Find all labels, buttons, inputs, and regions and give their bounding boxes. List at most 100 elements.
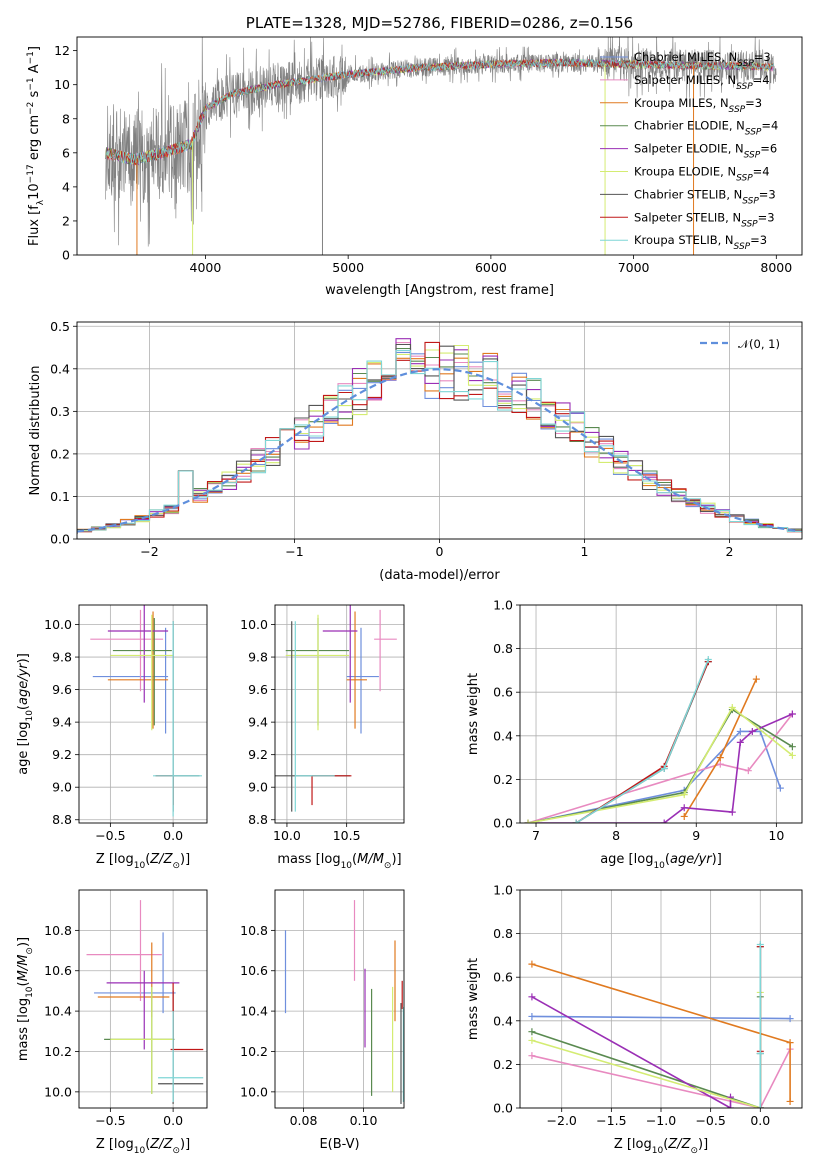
mass-weight-line-kroupa-miles [683,678,758,817]
y-tick-label: 9.4 [248,715,268,730]
mass-weight-line-chabrier-miles [531,1015,791,1020]
marker-kroupa-stelib [572,819,580,823]
marker-kroupa-miles [716,754,724,762]
y-tick-label: 0.1 [50,489,70,504]
y-tick-label: 0.6 [493,685,513,700]
plot-area [528,941,794,1108]
legend-label: Kroupa ELODIE, NSSP=4 [634,165,770,184]
plot-area [86,900,204,1104]
x-tick-label: 0.0 [750,1113,770,1128]
legend-label: Salpeter STELIB, NSSP=3 [634,210,775,229]
axes-frame [78,604,208,824]
marker-kroupa-miles [752,675,760,683]
marker-chabrier-miles [528,1012,536,1020]
y-tick-label: 9.0 [52,780,72,795]
y-tick-label: 0.4 [493,728,513,743]
x-tick-label: −2 [140,544,158,559]
mass-weight-line-kroupa-elodie [527,706,793,823]
y-tick-label: 0.0 [493,816,513,831]
y-tick-label: 0.3 [50,404,70,419]
panel-mass_weight_vs_Z: −2.0 −1.5 −1.0 −0.5 0.0 0.0 0.2 0.4 0.6 0.8 1.0 Z [… [466,883,803,1156]
x-tick-label: 0.10 [350,1113,378,1128]
axes-frame [76,36,803,256]
legend-label: Chabrier ELODIE, NSSP=4 [634,119,778,138]
y-tick-label: 9.4 [52,715,72,730]
y-tick-label: 0.0 [50,532,70,547]
y-tick-label: 9.2 [52,747,72,762]
y-axis-label: Normed distribution [28,366,43,496]
marker-salpeter-elodie [727,1104,735,1108]
x-tick-label: 10 [768,828,784,843]
marker-salpeter-elodie [788,710,796,718]
x-tick-label: 0.08 [290,1113,318,1128]
y-tick-label: 0 [62,248,70,263]
y-axis-label: mass weight [466,673,481,755]
y-tick-label: 10.8 [240,923,268,938]
x-tick-label: 7 [532,828,540,843]
marker-kroupa-elodie [728,703,736,711]
y-axis-label: Flux [fλ10−17 erg cm−2 s−1 A−1] [26,46,46,246]
marker-chabrier-elodie [528,1028,536,1036]
y-tick-label: 9.0 [248,780,268,795]
marker-chabrier-elodie [788,743,796,751]
y-tick-label: 10.4 [44,1004,72,1019]
y-tick-label: 12 [54,43,70,58]
x-axis-label: Z [log10(Z/Z⊙)] [614,1137,708,1156]
x-tick-label: 0 [436,544,444,559]
y-tick-label: 0.4 [493,1013,513,1028]
y-axis-label: age [log10(age/yr)] [16,653,35,775]
marker-salpeter-elodie [528,993,536,1001]
marker-kroupa-stelib [756,941,764,948]
y-tick-label: 10.6 [44,963,72,978]
panel-mass_vs_ebv: 0.08 0.10 10.0 10.2 10.4 10.6 10.8 E(B-V) [240,889,405,1152]
y-axis-label: mass weight [466,958,481,1040]
marker-kroupa-stelib [704,656,712,663]
axes-frame [78,889,208,1109]
y-tick-label: 10.8 [44,923,72,938]
legend: Chabrier MILES, NSSP=3 Salpeter MILES, NS… [600,50,778,252]
y-tick-label: 9.2 [248,747,268,762]
y-tick-label: 0.2 [493,772,513,787]
legend-label: Chabrier MILES, NSSP=3 [634,50,771,69]
marker-kroupa-elodie [528,1036,536,1044]
legend-label: Salpeter MILES, NSSP=4 [634,73,770,92]
y-tick-label: 4 [62,179,70,194]
y-tick-label: 1.0 [493,598,513,613]
marker-kroupa-stelib [756,1050,764,1057]
marker-salpeter-elodie [748,727,756,735]
x-tick-label: 8 [612,828,620,843]
plot-area [275,605,397,812]
y-tick-label: 0.0 [493,1101,513,1116]
axes-frame [519,604,803,824]
x-axis-label: (data-model)/error [379,568,500,583]
x-axis-label: wavelength [Angstrom, rest frame] [325,283,554,298]
y-tick-label: 0.4 [50,361,70,376]
marker-salpeter-elodie [660,819,668,823]
y-tick-label: 9.6 [248,682,268,697]
y-tick-label: 10.0 [240,1084,268,1099]
model-line-kroupa-stelib [105,58,775,165]
y-tick-label: 10.2 [44,1044,72,1059]
y-tick-label: 8 [62,111,70,126]
y-tick-label: 9.6 [52,682,72,697]
data-spectrum-line [105,37,777,247]
y-tick-label: 8.8 [248,812,268,827]
x-tick-label: 9 [692,828,700,843]
y-tick-label: 0.8 [493,641,513,656]
panel-age_vs_mass: 10.0 10.5 8.8 9.0 9.2 9.4 9.6 9.8 10.0 mass [log1… [240,604,405,871]
x-tick-label: 4000 [190,260,222,275]
marker-chabrier-miles [776,784,784,792]
x-tick-label: −1.0 [646,1113,676,1128]
x-tick-label: −2.0 [547,1113,577,1128]
y-tick-label: 8.8 [52,812,72,827]
panel-residuals: −2 −1 0 1 2 0.0 0.1 0.2 0.3 0.4 0.5 (data-model)/er… [28,319,803,583]
x-axis-label: Z [log10(Z/Z⊙)] [96,1137,190,1156]
y-tick-label: 0.5 [50,319,70,334]
y-tick-label: 10.0 [44,1084,72,1099]
marker-salpeter-miles [716,760,724,768]
panel-spectrum: 4000 5000 6000 7000 8000 0 2 4 6 8 10 12 PLATE=1328,… [26,14,803,298]
y-tick-label: 9.8 [248,650,268,665]
plot-area [284,900,404,1104]
x-tick-label: −0.5 [95,1113,125,1128]
